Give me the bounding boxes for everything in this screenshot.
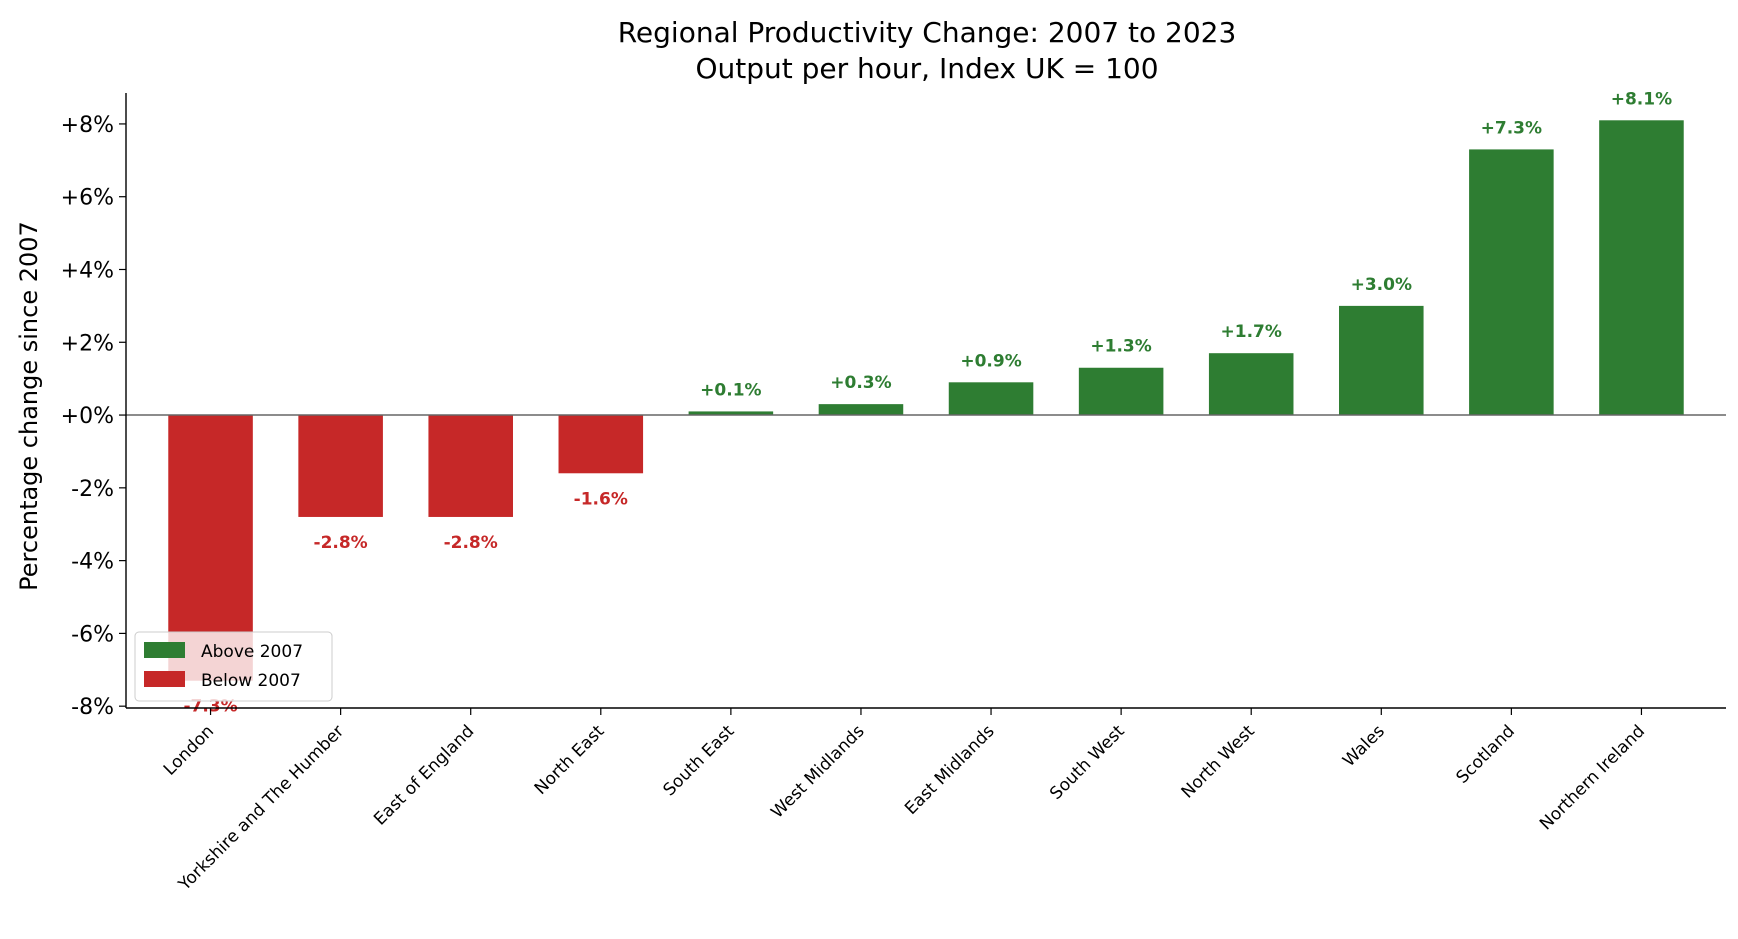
data-label: +8.1% bbox=[1611, 89, 1672, 109]
data-label: -1.6% bbox=[574, 489, 628, 509]
legend-label: Below 2007 bbox=[201, 671, 301, 691]
legend-swatch bbox=[144, 671, 185, 687]
data-label: -2.8% bbox=[314, 533, 368, 553]
bar bbox=[1078, 367, 1164, 416]
data-label: +1.7% bbox=[1221, 322, 1282, 342]
x-tick-label: South East bbox=[660, 721, 739, 800]
data-label: +7.3% bbox=[1481, 118, 1542, 138]
bar bbox=[948, 382, 1034, 416]
x-tick-label: North West bbox=[1178, 721, 1259, 802]
data-label: +0.3% bbox=[830, 373, 891, 393]
y-tick-label: +8% bbox=[61, 113, 114, 138]
data-labels-group: -7.3% -2.8% -2.8% -1.6% +0.1% +0.3% +0.9% +1.3%… bbox=[183, 89, 1672, 716]
x-tick-label: Wales bbox=[1339, 721, 1389, 771]
bar bbox=[1208, 353, 1294, 416]
y-tick-label: -2% bbox=[71, 477, 114, 502]
bar bbox=[818, 404, 904, 416]
data-label: +3.0% bbox=[1351, 275, 1412, 295]
bar bbox=[1339, 305, 1424, 416]
bar bbox=[428, 415, 513, 517]
y-tick-label: -8% bbox=[71, 695, 114, 720]
x-tick-label: East Midlands bbox=[901, 721, 999, 819]
bars-group bbox=[168, 120, 1684, 681]
y-tick-label: +4% bbox=[61, 258, 114, 283]
axes-group bbox=[125, 93, 1726, 709]
data-label: +1.3% bbox=[1090, 337, 1151, 357]
bar bbox=[1469, 149, 1554, 416]
x-tick-label: London bbox=[160, 721, 218, 779]
bar bbox=[298, 415, 383, 517]
data-label: -2.8% bbox=[444, 533, 498, 553]
chart-subtitle: Output per hour, Index UK = 100 bbox=[695, 52, 1158, 85]
x-tick-label: North East bbox=[531, 721, 609, 799]
data-label: +0.1% bbox=[700, 380, 761, 400]
y-tick-label: +0% bbox=[61, 404, 114, 429]
data-label: -7.3% bbox=[183, 697, 237, 717]
y-tick-label: +2% bbox=[61, 331, 114, 356]
y-ticks-group: -8% -6% -4% -2% +0% +2% +4% +6% +8% bbox=[61, 113, 126, 720]
x-tick-label: Scotland bbox=[1452, 721, 1518, 787]
x-tick-label: East of England bbox=[370, 721, 478, 829]
data-label: +0.9% bbox=[960, 351, 1021, 371]
y-tick-label: -4% bbox=[71, 550, 114, 575]
y-tick-label: +6% bbox=[61, 186, 114, 211]
legend-swatch bbox=[144, 642, 185, 658]
legend-label: Above 2007 bbox=[201, 642, 303, 662]
x-tick-label: South West bbox=[1046, 721, 1129, 804]
bar bbox=[1599, 120, 1684, 416]
legend: Above 2007 Below 2007 bbox=[134, 631, 333, 702]
y-tick-label: -6% bbox=[71, 622, 114, 647]
chart-title: Regional Productivity Change: 2007 to 20… bbox=[618, 16, 1237, 49]
bar bbox=[558, 415, 644, 474]
x-tick-label: West Midlands bbox=[767, 721, 868, 822]
bar bbox=[688, 411, 774, 416]
y-axis-label: Percentage change since 2007 bbox=[15, 221, 43, 591]
x-tick-label: Northern Ireland bbox=[1536, 721, 1649, 834]
